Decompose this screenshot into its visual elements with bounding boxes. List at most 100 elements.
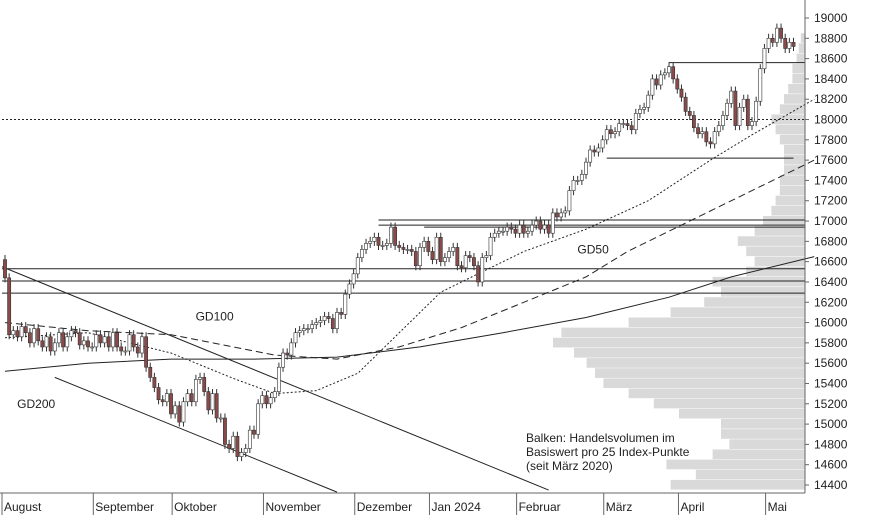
candle bbox=[496, 226, 501, 238]
x-tick-label: Februar bbox=[519, 500, 561, 514]
candle bbox=[135, 342, 140, 358]
candle bbox=[492, 228, 497, 242]
candle-body bbox=[762, 48, 767, 70]
candle bbox=[638, 104, 642, 118]
candle bbox=[15, 326, 20, 342]
y-tick-label: 19000 bbox=[814, 11, 848, 25]
volume-bar bbox=[737, 236, 805, 246]
candle bbox=[218, 413, 223, 423]
candle-body bbox=[376, 236, 381, 246]
candle-body bbox=[538, 220, 543, 230]
y-tick-label: 15000 bbox=[814, 417, 848, 431]
candle-body bbox=[372, 236, 377, 242]
candle bbox=[44, 332, 49, 352]
candle-body bbox=[355, 257, 360, 275]
candle-body bbox=[393, 226, 398, 246]
candle-body bbox=[671, 66, 676, 80]
candle bbox=[501, 226, 505, 236]
y-tick-label: 14600 bbox=[814, 458, 848, 472]
y-tick-label: 16400 bbox=[814, 275, 848, 289]
candle-body bbox=[434, 236, 439, 260]
volume-bar bbox=[784, 165, 805, 175]
candle-body bbox=[322, 316, 327, 321]
candle-body bbox=[696, 127, 700, 135]
x-tick-label: März bbox=[606, 500, 633, 514]
candle-body bbox=[455, 247, 460, 267]
volume-bar bbox=[666, 459, 805, 470]
candle bbox=[48, 332, 53, 356]
trend-line bbox=[54, 376, 338, 493]
volume-bar bbox=[628, 317, 805, 328]
candle-body bbox=[173, 405, 178, 415]
y-tick-label: 17200 bbox=[814, 194, 848, 208]
candle-body bbox=[32, 328, 36, 344]
candle-body bbox=[646, 94, 651, 108]
candles bbox=[3, 23, 796, 462]
candle-body bbox=[787, 42, 792, 49]
candle-body bbox=[119, 346, 124, 352]
candle-body bbox=[189, 393, 194, 403]
candle-body bbox=[285, 352, 290, 356]
candle bbox=[123, 346, 128, 356]
candle bbox=[579, 169, 584, 186]
candle-body bbox=[675, 78, 680, 90]
candle bbox=[276, 362, 281, 397]
candle-body bbox=[588, 149, 593, 163]
label-gd100: GD100 bbox=[196, 310, 234, 324]
candle bbox=[733, 86, 738, 131]
candle bbox=[127, 330, 132, 356]
candle-body bbox=[368, 241, 373, 244]
candle bbox=[90, 342, 95, 352]
candle bbox=[156, 382, 161, 405]
volume-bar bbox=[712, 276, 805, 287]
candle bbox=[198, 372, 202, 384]
volume-bar bbox=[561, 327, 805, 338]
candle-body bbox=[44, 336, 49, 348]
candle bbox=[181, 397, 186, 427]
candle-body bbox=[642, 107, 647, 110]
candle-body bbox=[140, 336, 144, 354]
candle-body bbox=[687, 111, 692, 116]
candle-body bbox=[741, 98, 746, 108]
candle-body bbox=[654, 78, 659, 86]
candle-body bbox=[364, 243, 368, 250]
candle-body bbox=[758, 68, 763, 102]
candle bbox=[73, 326, 78, 338]
candle-body bbox=[48, 336, 53, 352]
candle bbox=[774, 23, 779, 47]
candle-body bbox=[617, 123, 622, 133]
volume-bar bbox=[779, 185, 805, 196]
candle-body bbox=[310, 324, 315, 329]
candle bbox=[488, 232, 493, 261]
candle-body bbox=[65, 336, 70, 348]
candle bbox=[691, 110, 696, 133]
candle-body bbox=[131, 334, 136, 348]
candle bbox=[646, 90, 651, 112]
candle bbox=[223, 413, 227, 449]
candle-body bbox=[509, 226, 514, 230]
candle bbox=[239, 447, 244, 462]
candle bbox=[40, 336, 45, 352]
candle-body bbox=[160, 399, 165, 403]
candle bbox=[389, 222, 393, 248]
ma-line-gd100 bbox=[4, 159, 815, 360]
candle bbox=[750, 116, 754, 131]
reference-lines bbox=[1, 62, 805, 493]
candle bbox=[625, 119, 630, 131]
candle bbox=[401, 242, 406, 255]
candle-body bbox=[206, 391, 211, 411]
candle-body bbox=[467, 255, 472, 258]
candle bbox=[679, 84, 684, 102]
candle bbox=[517, 220, 522, 238]
candle bbox=[438, 232, 443, 267]
candle-body bbox=[683, 96, 688, 112]
candle bbox=[700, 127, 705, 139]
candle-body bbox=[389, 226, 393, 244]
candle bbox=[351, 269, 356, 289]
candle-body bbox=[521, 224, 526, 234]
candle bbox=[555, 208, 559, 222]
candle-body bbox=[650, 78, 655, 96]
candle-body bbox=[359, 249, 364, 258]
candle bbox=[409, 244, 414, 257]
candle-body bbox=[148, 366, 153, 378]
